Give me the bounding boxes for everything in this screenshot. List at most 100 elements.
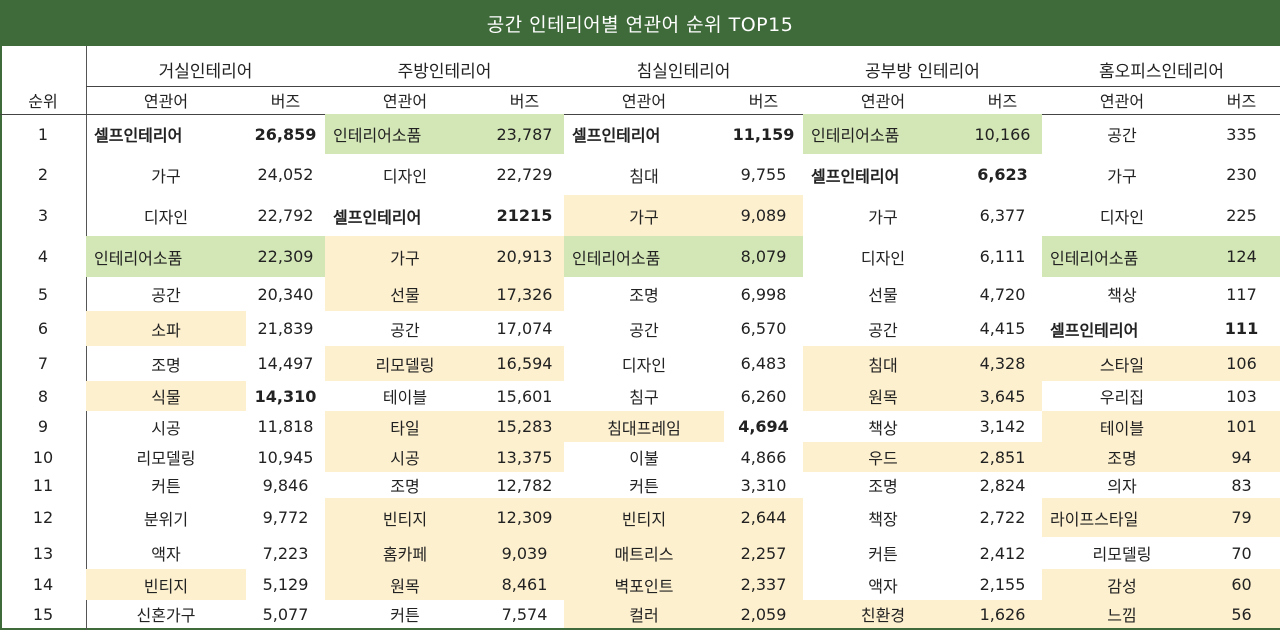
related-word-cell: 커튼	[390, 606, 420, 625]
related-word-cell: 벽포인트	[564, 569, 724, 600]
buzz-count-cell: 17,326	[485, 277, 564, 311]
buzz-count-cell: 12,782	[496, 475, 553, 495]
header-divider	[0, 114, 1280, 115]
rank-header: 순위	[28, 92, 58, 111]
buzz-count-cell: 26,859	[254, 124, 317, 144]
rank-cell: 4	[37, 247, 49, 266]
related-word-cell: 침대	[629, 166, 659, 186]
buzz-count-cell: 21,839	[257, 319, 314, 338]
related-word-cell: 조명	[629, 286, 659, 305]
related-word-cell: 조명	[1042, 442, 1202, 472]
buzz-count-cell: 17,074	[496, 319, 553, 338]
rank-cell: 13	[32, 543, 54, 563]
related-word-cell: 신혼가구	[136, 606, 196, 625]
related-word-cell: 식물	[86, 381, 246, 411]
buzz-count-cell: 6,260	[740, 386, 787, 406]
related-word-cell: 공간	[868, 320, 898, 340]
related-word-cell: 책상	[1107, 286, 1137, 305]
related-word-cell: 셀프인테리어	[333, 207, 422, 227]
related-word-cell: 공간	[390, 320, 420, 340]
buzz-count-cell: 124	[1202, 236, 1280, 277]
buzz-count-cell: 2,257	[724, 537, 803, 569]
buzz-count-cell: 3,142	[979, 417, 1026, 436]
related-word-cell: 디자인	[382, 166, 428, 186]
related-word-cell: 리모델링	[325, 346, 485, 381]
buzz-count-cell: 225	[1226, 206, 1257, 225]
buzz-count-cell: 8,461	[485, 569, 564, 600]
word-subheader: 연관어	[143, 92, 189, 111]
category-header: 침실인테리어	[636, 61, 731, 82]
buzz-count-cell: 111	[1224, 319, 1259, 338]
related-word-cell: 디자인	[1099, 207, 1145, 227]
category-header: 주방인테리어	[397, 61, 492, 82]
related-word-cell: 인테리어소품	[86, 236, 246, 277]
related-word-cell: 선물	[325, 277, 485, 311]
related-word-cell: 느낌	[1042, 600, 1202, 628]
buzz-count-cell: 3,310	[740, 475, 787, 495]
buzz-count-cell: 15,283	[485, 411, 564, 442]
related-word-cell: 가구	[325, 236, 485, 277]
buzz-count-cell: 11,159	[732, 124, 795, 144]
buzz-count-cell: 2,155	[979, 575, 1026, 594]
related-word-cell: 가구	[1107, 166, 1137, 186]
related-word-cell: 셀프인테리어	[94, 126, 183, 145]
buzz-count-cell: 13,375	[485, 442, 564, 472]
related-word-cell: 테이블	[1042, 411, 1202, 442]
related-word-cell: 침대	[803, 346, 963, 381]
buzz-count-cell: 21215	[496, 206, 553, 225]
related-word-cell: 인테리어소품	[325, 114, 485, 154]
rank-cell: 12	[32, 508, 54, 527]
buzz-subheader: 버즈	[987, 92, 1018, 111]
related-word-cell: 분위기	[143, 509, 189, 529]
related-word-cell: 액자	[151, 545, 181, 564]
rank-cell: 14	[32, 575, 54, 594]
rank-cell: 3	[37, 206, 49, 225]
related-word-cell: 우드	[803, 442, 963, 472]
buzz-count-cell: 9,755	[740, 165, 787, 184]
buzz-count-cell: 60	[1202, 569, 1280, 600]
related-word-cell: 친환경	[803, 600, 963, 628]
related-word-cell: 디자인	[621, 355, 667, 375]
buzz-count-cell: 9,772	[262, 508, 309, 527]
buzz-count-cell: 10,166	[963, 114, 1042, 154]
buzz-count-cell: 103	[1226, 386, 1257, 406]
buzz-count-cell: 335	[1226, 124, 1257, 144]
buzz-count-cell: 6,483	[740, 354, 787, 373]
related-word-cell: 셀프인테리어	[572, 126, 661, 145]
related-word-cell: 액자	[868, 576, 898, 596]
related-word-cell: 이불	[629, 449, 659, 468]
buzz-count-cell: 106	[1202, 346, 1280, 381]
related-word-cell: 테이블	[382, 388, 428, 407]
buzz-count-cell: 20,913	[485, 236, 564, 277]
related-word-cell: 리모델링	[136, 449, 196, 468]
category-header: 홈오피스인테리어	[1098, 61, 1225, 82]
rank-cell: 8	[37, 386, 49, 406]
category-header: 거실인테리어	[158, 61, 253, 82]
buzz-count-cell: 22,792	[257, 206, 314, 225]
buzz-count-cell: 4,866	[740, 447, 787, 467]
related-word-cell: 컬러	[564, 600, 724, 628]
related-word-cell: 침대프레임	[564, 411, 724, 442]
buzz-count-cell: 6,377	[979, 206, 1026, 225]
header-divider	[86, 86, 1280, 87]
related-word-cell: 셀프인테리어	[811, 166, 900, 186]
related-word-cell: 공간	[1107, 126, 1137, 145]
related-word-cell: 원목	[803, 381, 963, 411]
related-word-cell: 인테리어소품	[564, 236, 724, 277]
buzz-count-cell: 94	[1202, 442, 1280, 472]
buzz-count-cell: 2,851	[963, 442, 1042, 472]
buzz-count-cell: 79	[1202, 498, 1280, 537]
buzz-subheader: 버즈	[270, 92, 301, 111]
buzz-count-cell: 5,077	[262, 604, 309, 624]
buzz-count-cell: 2,059	[724, 600, 803, 628]
related-word-cell: 리모델링	[1092, 545, 1152, 564]
buzz-count-cell: 2,337	[724, 569, 803, 600]
related-word-cell: 침구	[629, 388, 659, 407]
buzz-count-cell: 15,601	[496, 386, 553, 406]
related-word-cell: 빈티지	[564, 498, 724, 537]
buzz-count-cell: 20,340	[257, 284, 314, 304]
related-word-cell: 셀프인테리어	[1050, 320, 1139, 340]
buzz-count-cell: 9,089	[724, 195, 803, 236]
related-word-cell: 커튼	[629, 477, 659, 496]
buzz-subheader: 버즈	[748, 92, 779, 111]
